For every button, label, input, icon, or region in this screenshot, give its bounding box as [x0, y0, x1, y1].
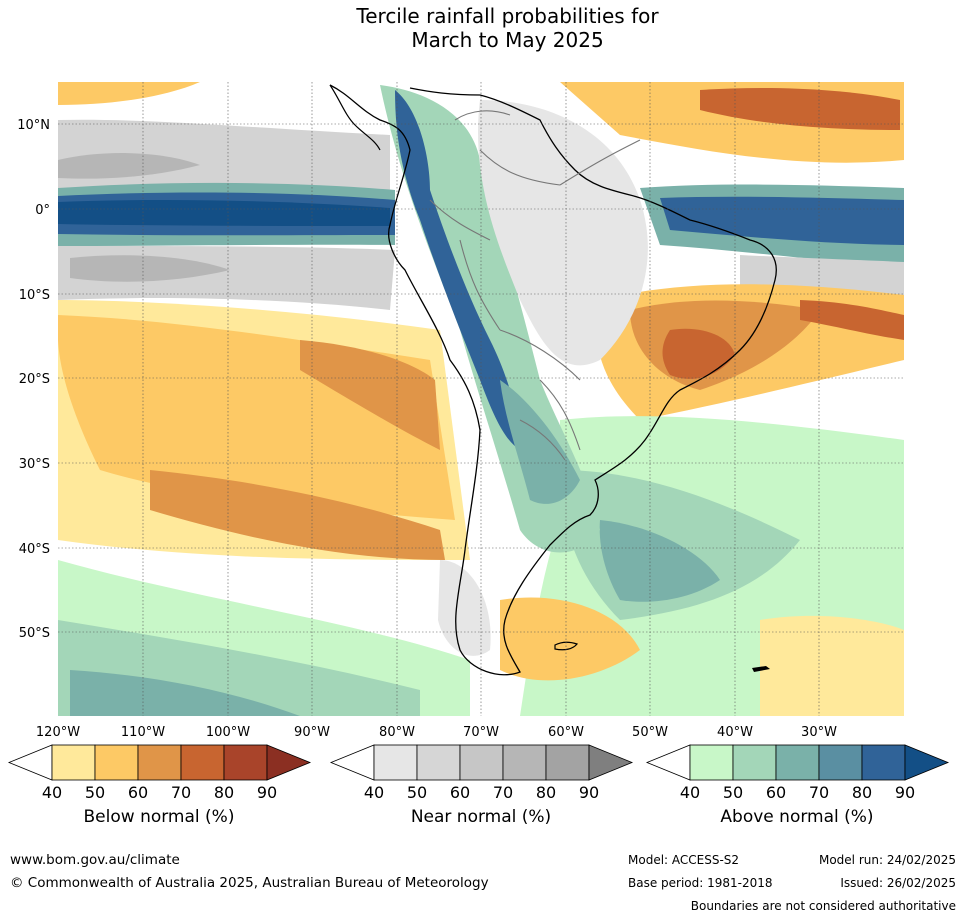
- colorbar-bin: [94, 744, 139, 781]
- colorbar-tick-label: 40: [364, 783, 384, 802]
- colorbar-tick-label: 80: [214, 783, 234, 802]
- colorbar-near-normal: 40 50 60 70 80 90: [329, 744, 634, 802]
- south-america-coastline: [329, 84, 777, 676]
- above-normal-south-atlantic-strong: [599, 520, 720, 602]
- map-panel: [58, 82, 904, 716]
- colorbar-bin: [818, 744, 863, 781]
- below-normal-caribbean: [58, 82, 200, 105]
- colorbar-extend-low: [645, 744, 691, 781]
- colorbar-tick-label: 40: [680, 783, 700, 802]
- footer-copyright: © Commonwealth of Australia 2025, Austra…: [10, 875, 489, 891]
- colorbar-above-normal: 40 50 60 70 80 90: [645, 744, 950, 802]
- colorbar-tick-label: 90: [579, 783, 599, 802]
- lon-label-50w: 50°W: [632, 725, 668, 740]
- colorbar-below-normal: 40 50 60 70 80 90: [7, 744, 312, 802]
- colorbar-bin: [51, 744, 96, 781]
- colorbar-tick-label: 70: [809, 783, 829, 802]
- below-normal-se-pacific-south: [150, 470, 445, 560]
- below-normal-se-pacific-strong: [300, 340, 440, 450]
- lon-label-60w: 60°W: [548, 725, 584, 740]
- colorbar-extend-high: [588, 744, 634, 781]
- colorbar-bin: [416, 744, 461, 781]
- footer-issued: Issued: 26/02/2025: [840, 876, 956, 890]
- map-title: Tercile rainfall probabilities for March…: [0, 4, 965, 52]
- colorbar-tick-label: 50: [85, 783, 105, 802]
- below-normal-tropical-atlantic-north-strong: [700, 88, 900, 130]
- colorbar-bin: [502, 744, 547, 781]
- footer-website: www.bom.gov.au/climate: [10, 852, 180, 868]
- lat-label-10s: 10°S: [19, 288, 50, 303]
- colorbar-tick-label: 40: [42, 783, 62, 802]
- below-normal-brazil-core: [662, 328, 735, 379]
- footer-base-period: Base period: 1981-2018: [628, 876, 773, 890]
- colorbar-extend-high: [266, 744, 312, 781]
- lat-label-40s: 40°S: [19, 542, 50, 557]
- above-normal-andes: [395, 90, 520, 450]
- colorbar-label-below-normal: Below normal (%): [83, 807, 235, 827]
- colorbar-tick-label: 60: [766, 783, 786, 802]
- colorbar-bin: [861, 744, 906, 781]
- colorbar-extend-high: [904, 744, 950, 781]
- above-normal-southern-belt-strong: [70, 670, 300, 716]
- above-normal-equatorial-band-core: [58, 200, 390, 226]
- colorbar-extend-low: [329, 744, 375, 781]
- colorbar-tick-label: 90: [895, 783, 915, 802]
- colorbar-tick-label: 70: [493, 783, 513, 802]
- central-america-coastline: [329, 84, 381, 151]
- colorbar-bin: [689, 744, 734, 781]
- below-normal-falklands: [500, 597, 640, 681]
- footer-model: Model: ACCESS-S2: [628, 853, 740, 867]
- above-normal-andes-south: [500, 380, 580, 504]
- colorbar-tick-label: 50: [723, 783, 743, 802]
- lon-label-40w: 40°W: [717, 725, 753, 740]
- lon-label-70w: 70°W: [463, 725, 499, 740]
- south-georgia-outline: [752, 666, 770, 672]
- colorbar-tick-label: 50: [407, 783, 427, 802]
- colorbar-label-near-normal: Near normal (%): [410, 807, 552, 827]
- lat-label-20s: 20°S: [19, 372, 50, 387]
- below-normal-atlantic-south-strong: [800, 300, 904, 340]
- colorbar-label-above-normal: Above normal (%): [720, 807, 874, 827]
- colorbar-bin: [373, 744, 418, 781]
- colorbar-tick-label: 60: [128, 783, 148, 802]
- near-normal-band-south-dark: [70, 255, 230, 282]
- colorbar-tick-label: 60: [450, 783, 470, 802]
- lon-label-80w: 80°W: [379, 725, 415, 740]
- colorbar-tick-label: 80: [852, 783, 872, 802]
- lon-label-100w: 100°W: [206, 725, 250, 740]
- colorbar-tick-label: 90: [257, 783, 277, 802]
- colorbar-bin: [775, 744, 820, 781]
- colorbar-bin: [180, 744, 225, 781]
- lat-label-30s: 30°S: [19, 457, 50, 472]
- colorbar-bin: [223, 744, 268, 781]
- title-line-2: March to May 2025: [411, 28, 604, 52]
- colorbar-bin: [137, 744, 182, 781]
- lon-label-120w: 120°W: [36, 725, 80, 740]
- near-normal-amazon: [478, 100, 648, 366]
- colorbar-bin: [545, 744, 590, 781]
- footer-disclaimer: Boundaries are not considered authoritat…: [690, 899, 956, 913]
- colorbar-extend-low: [7, 744, 53, 781]
- lat-label-0: 0°: [35, 203, 50, 218]
- lat-label-50s: 50°S: [19, 626, 50, 641]
- gridlines: [58, 82, 904, 716]
- lon-label-30w: 30°W: [801, 725, 837, 740]
- colorbar-tick-label: 70: [171, 783, 191, 802]
- colorbar-tick-label: 80: [536, 783, 556, 802]
- footer-model-run: Model run: 24/02/2025: [818, 853, 956, 867]
- lat-label-10n: 10°N: [17, 118, 50, 133]
- colorbar-bin: [459, 744, 504, 781]
- country-borders: [429, 110, 641, 461]
- falkland-islands-outline: [554, 641, 579, 651]
- colorbar-bin: [732, 744, 777, 781]
- below-normal-se-atlantic: [760, 615, 904, 716]
- title-line-1: Tercile rainfall probabilities for: [356, 4, 659, 28]
- lon-label-110w: 110°W: [121, 725, 165, 740]
- near-normal-band-north-dark: [58, 153, 200, 179]
- lon-label-90w: 90°W: [294, 725, 330, 740]
- near-normal-s-atlantic: [740, 255, 904, 300]
